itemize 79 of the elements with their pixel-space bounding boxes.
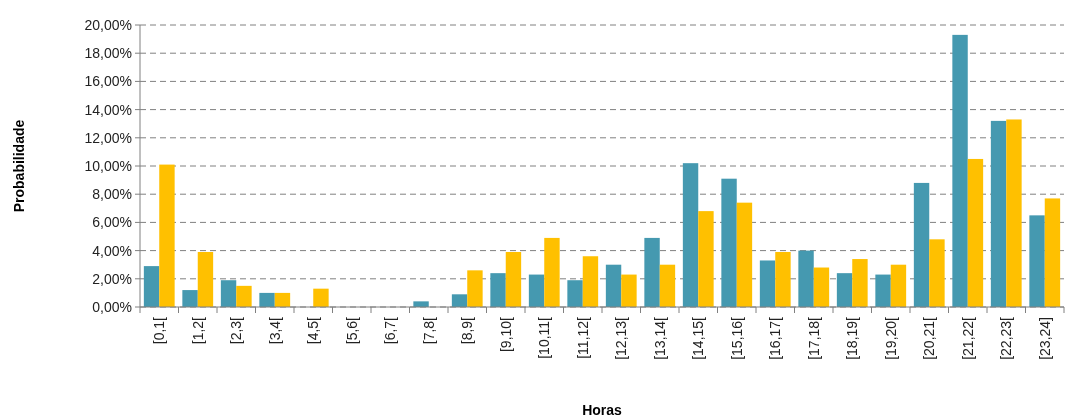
bar bbox=[159, 164, 175, 307]
x-tick-label: [0,1[ bbox=[151, 316, 168, 345]
bar bbox=[567, 280, 583, 307]
y-tick-label: 10,00% bbox=[84, 157, 132, 174]
bar bbox=[451, 294, 468, 307]
y-tick-label: 14,00% bbox=[84, 101, 132, 118]
bar bbox=[798, 250, 814, 307]
bar bbox=[220, 280, 237, 307]
bar bbox=[313, 288, 329, 307]
x-axis-title: Horas bbox=[582, 402, 623, 418]
bar bbox=[736, 202, 753, 307]
bar bbox=[528, 274, 545, 307]
x-tick-label: [3,4[ bbox=[266, 316, 283, 345]
bar bbox=[582, 256, 599, 307]
bar bbox=[644, 237, 660, 307]
bar bbox=[852, 259, 868, 307]
y-tick-label: 18,00% bbox=[84, 45, 132, 62]
y-tick-label: 4,00% bbox=[92, 242, 132, 259]
bar bbox=[143, 266, 160, 307]
bar bbox=[990, 120, 1007, 307]
x-tick-label: [14,15[ bbox=[690, 316, 707, 360]
bar bbox=[698, 211, 714, 307]
bar bbox=[544, 237, 560, 307]
x-tick-label: [4,5[ bbox=[305, 316, 322, 345]
bar bbox=[467, 270, 483, 307]
bar bbox=[259, 292, 275, 307]
bar bbox=[1006, 119, 1022, 307]
y-tick-label: 16,00% bbox=[84, 73, 132, 90]
bar bbox=[952, 34, 968, 307]
x-tick-label: [13,14[ bbox=[651, 316, 668, 360]
x-tick-label: [17,18[ bbox=[805, 316, 822, 360]
x-tick-label: [10,11[ bbox=[536, 316, 553, 359]
bar bbox=[659, 264, 676, 307]
bar bbox=[929, 239, 945, 307]
y-tick-label: 8,00% bbox=[92, 186, 132, 203]
x-tick-label: [19,20[ bbox=[882, 316, 899, 360]
bar bbox=[682, 163, 699, 307]
x-tick-label: [9,10[ bbox=[497, 316, 514, 353]
bar bbox=[913, 182, 930, 307]
x-tick-label: [2,3[ bbox=[228, 316, 245, 345]
bar bbox=[274, 292, 291, 307]
x-tick-label: [11,12[ bbox=[574, 316, 591, 359]
bar bbox=[890, 264, 907, 307]
x-tick-label: [23,24] bbox=[1036, 317, 1053, 360]
x-tick-label: [15,16[ bbox=[728, 316, 745, 360]
x-tick-label: [12,13[ bbox=[613, 316, 630, 360]
x-tick-label: [20,21[ bbox=[921, 316, 938, 360]
x-tick-label: [5,6[ bbox=[343, 316, 360, 345]
bar bbox=[875, 274, 891, 307]
x-tick-label: [18,19[ bbox=[844, 316, 861, 360]
bar bbox=[413, 301, 429, 307]
y-tick-label: 6,00% bbox=[92, 214, 132, 231]
bar bbox=[967, 158, 984, 307]
y-tick-label: 20,00% bbox=[84, 16, 132, 33]
y-tick-label: 12,00% bbox=[84, 129, 132, 146]
x-tick-label: [6,7[ bbox=[382, 316, 399, 345]
x-tick-label: [22,23[ bbox=[998, 316, 1015, 360]
x-tick-label: [21,22[ bbox=[959, 316, 976, 360]
y-tick-label: 2,00% bbox=[92, 270, 132, 287]
bar bbox=[813, 267, 830, 307]
bar bbox=[836, 273, 853, 307]
x-tick-label: [1,2[ bbox=[189, 316, 206, 345]
bar bbox=[721, 178, 737, 307]
bar bbox=[621, 274, 637, 307]
x-tick-label: [7,8[ bbox=[420, 316, 437, 345]
y-axis-title: Probabilidade bbox=[11, 119, 27, 213]
bar bbox=[490, 273, 506, 307]
bar bbox=[505, 252, 522, 307]
y-tick-label: 0,00% bbox=[92, 298, 132, 315]
bar bbox=[605, 264, 622, 307]
bar bbox=[1044, 198, 1061, 307]
x-tick-label: [16,17[ bbox=[767, 316, 784, 360]
bar bbox=[197, 252, 214, 307]
bar bbox=[1029, 215, 1045, 307]
bar bbox=[182, 290, 198, 307]
x-tick-label: [8,9[ bbox=[459, 316, 476, 345]
bar bbox=[775, 252, 791, 307]
bar bbox=[759, 260, 776, 307]
bar bbox=[236, 285, 252, 307]
